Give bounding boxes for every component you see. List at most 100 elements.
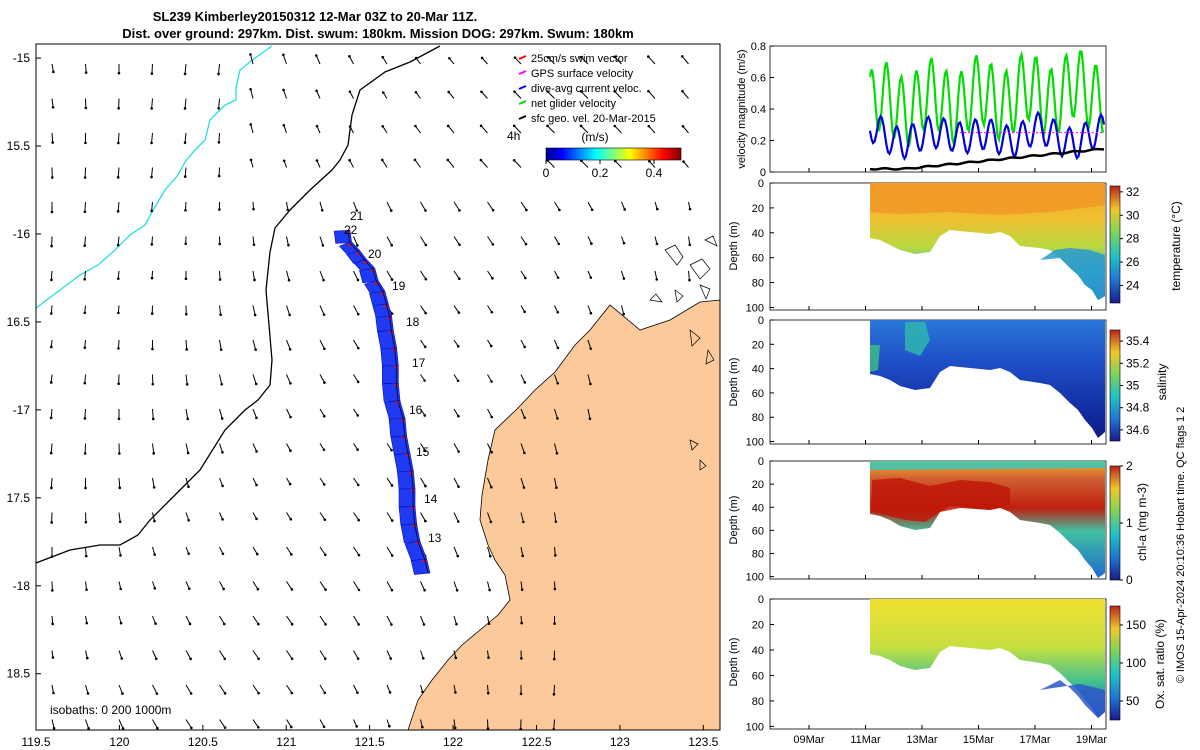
legend-label: dive-avg current veloc. bbox=[531, 83, 642, 95]
four-hour-label: 4h bbox=[507, 129, 520, 143]
isobath-1000m bbox=[36, 45, 273, 309]
surface-velocity-arrowhead bbox=[190, 726, 193, 730]
dive-avg-current-vector bbox=[375, 316, 394, 332]
surface-velocity-arrowhead bbox=[290, 725, 293, 729]
surface-velocity-arrow bbox=[554, 477, 557, 488]
temperature-cool-bottom bbox=[1040, 248, 1105, 300]
surface-velocity-arrowhead bbox=[289, 382, 292, 385]
surface-velocity-arrowhead bbox=[189, 692, 193, 695]
surface-velocity-arrow bbox=[520, 339, 526, 348]
surface-velocity-arrowhead bbox=[116, 243, 120, 247]
surface-velocity-arrow bbox=[453, 546, 459, 557]
surface-velocity-arrowhead bbox=[522, 486, 526, 489]
surface-velocity-arrowhead bbox=[556, 417, 559, 420]
surface-velocity-arrowhead bbox=[289, 517, 293, 521]
surface-velocity-arrowhead bbox=[117, 417, 121, 421]
track-day-label: 14 bbox=[424, 492, 438, 506]
swim-vector bbox=[409, 506, 417, 511]
legend-swatch bbox=[518, 100, 527, 105]
surface-velocity-arrowhead bbox=[83, 278, 87, 281]
surface-velocity-arrowhead bbox=[390, 519, 394, 522]
track-line bbox=[347, 230, 429, 574]
dive-avg-current-vector bbox=[333, 229, 352, 244]
track-day-label: 21 bbox=[350, 209, 364, 223]
surface-velocity-arrowhead bbox=[154, 657, 158, 661]
surface-velocity-arrowhead bbox=[520, 657, 523, 660]
surface-velocity-arrow bbox=[219, 408, 223, 419]
velocity-series-line bbox=[868, 50, 1105, 147]
track-day-label: 22 bbox=[344, 223, 358, 237]
surface-velocity-arrowhead bbox=[546, 56, 550, 59]
surface-velocity-arrowhead bbox=[388, 724, 391, 728]
velocity-ytick-label: 0 bbox=[760, 167, 766, 179]
surface-velocity-arrow bbox=[554, 408, 558, 419]
surface-velocity-arrowhead bbox=[85, 588, 88, 591]
legend-label: GPS surface velocity bbox=[531, 68, 634, 80]
surface-velocity-arrowhead bbox=[52, 691, 55, 695]
surface-velocity-arrowhead bbox=[655, 207, 659, 211]
surface-velocity-arrowhead bbox=[389, 209, 393, 212]
surface-velocity-arrowhead bbox=[357, 623, 360, 626]
colorbar-tick-label: 35.2 bbox=[1126, 356, 1150, 370]
surface-velocity-arrowhead bbox=[83, 417, 87, 420]
colorbar-tick-label: 32 bbox=[1126, 185, 1140, 199]
surface-velocity-arrow bbox=[520, 270, 526, 279]
surface-velocity-arrowhead bbox=[681, 124, 685, 128]
map-tick-labels: 119.5 120 120.5 121 121.5 122 122.5 123 123.5 -15… bbox=[7, 51, 719, 749]
surface-velocity-arrow bbox=[151, 201, 153, 211]
surface-velocity-arrow bbox=[520, 201, 527, 211]
salinity-colorbar bbox=[1109, 329, 1121, 442]
surface-velocity-arrow bbox=[250, 159, 254, 168]
dive-avg-current-vector bbox=[398, 506, 418, 525]
surface-velocity-arrow bbox=[520, 374, 526, 383]
surface-velocity-arrowhead bbox=[85, 656, 89, 660]
surface-velocity-arrow bbox=[252, 650, 260, 660]
surface-velocity-arrow bbox=[218, 132, 220, 143]
surface-velocity-arrowhead bbox=[151, 417, 155, 421]
surface-velocity-arrowhead bbox=[282, 88, 285, 92]
depth-tick-label: 100 bbox=[746, 721, 764, 733]
surface-velocity-arrow bbox=[319, 650, 326, 659]
surface-velocity-arrowhead bbox=[84, 520, 88, 524]
surface-velocity-arrow bbox=[152, 719, 158, 729]
surface-velocity-arrow bbox=[252, 408, 257, 419]
map-lon-tick-label: 121.5 bbox=[355, 735, 385, 749]
surface-velocity-arrowhead bbox=[356, 414, 360, 417]
surface-velocity-arrow bbox=[184, 132, 187, 143]
depth-tick-label: 0 bbox=[758, 315, 764, 327]
surface-velocity-arrow bbox=[286, 270, 290, 281]
surface-velocity-arrowhead bbox=[647, 124, 651, 128]
surface-velocity-arrowhead bbox=[553, 622, 556, 625]
surface-velocity-arrowhead bbox=[314, 54, 318, 57]
colorbar-tick-label: 28 bbox=[1126, 232, 1140, 246]
surface-velocity-arrowhead bbox=[613, 89, 616, 93]
surface-velocity-arrowhead bbox=[187, 518, 190, 522]
surface-velocity-arrowhead bbox=[52, 726, 56, 730]
surface-velocity-arrow bbox=[118, 650, 123, 659]
surface-velocity-arrowhead bbox=[356, 278, 360, 282]
surface-velocity-arrowhead bbox=[119, 621, 123, 625]
surface-velocity-arrow bbox=[520, 512, 524, 523]
surface-velocity-arrow bbox=[681, 56, 689, 65]
surface-velocity-arrow bbox=[117, 236, 120, 246]
surface-velocity-arrowhead bbox=[491, 277, 494, 280]
surface-velocity-arrowhead bbox=[121, 692, 124, 695]
isobaths-label: isobaths: 0 200 1000m bbox=[50, 703, 171, 717]
figure-title-line2: Dist. over ground: 297km. Dist. swum: 18… bbox=[122, 26, 634, 41]
surface-velocity-arrow bbox=[185, 650, 192, 660]
surface-velocity-arrow bbox=[252, 546, 258, 555]
surface-velocity-arrow bbox=[185, 339, 188, 350]
surface-velocity-arrowhead bbox=[257, 725, 260, 729]
surface-velocity-arrow bbox=[152, 650, 157, 659]
surface-velocity-arrow bbox=[614, 160, 622, 168]
depth-tick-label: 80 bbox=[752, 549, 764, 561]
surface-velocity-arrows bbox=[49, 53, 692, 730]
surface-velocity-arrowhead bbox=[357, 588, 361, 592]
surface-velocity-arrow bbox=[648, 160, 656, 168]
surface-velocity-arrowhead bbox=[490, 450, 493, 454]
surface-velocity-arrowhead bbox=[85, 621, 89, 625]
surface-velocity-arrowhead bbox=[355, 209, 359, 212]
temperature-warm-layer bbox=[870, 183, 1105, 215]
surface-velocity-arrowhead bbox=[490, 485, 493, 489]
